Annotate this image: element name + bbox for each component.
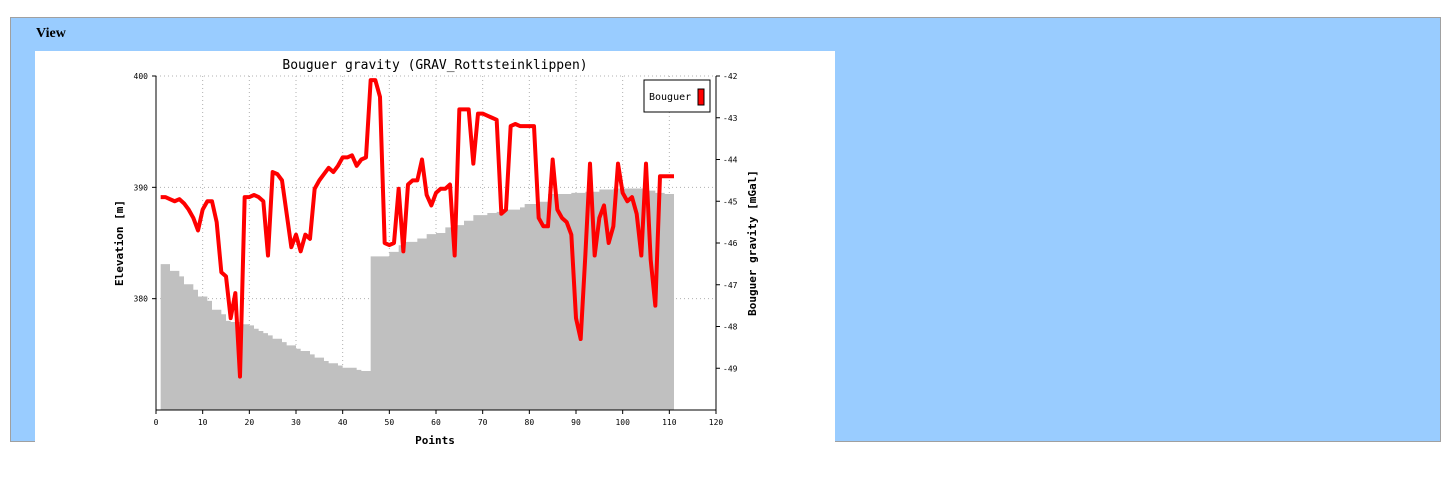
y-right-tick-label: -42 — [723, 72, 738, 81]
y-right-tick-label: -48 — [723, 323, 738, 332]
x-tick-label: 80 — [525, 418, 535, 427]
x-tick-label: 60 — [431, 418, 441, 427]
legend-label: Bouguer — [649, 92, 691, 103]
x-tick-label: 90 — [571, 418, 581, 427]
view-panel: View Bouguer gravity (GRAV_Rottsteinklip… — [10, 17, 1441, 451]
y-right-tick-label: -47 — [723, 281, 738, 290]
y-right-tick-label: -46 — [723, 239, 738, 248]
y-right-tick-label: -49 — [723, 364, 738, 373]
plot-area: 0 10 20 30 40 50 60 70 80 90 100 110 120 380 390 400 -42… — [134, 72, 738, 427]
series-bouguer-line — [160, 78, 674, 379]
legend: Bouguer — [643, 79, 711, 113]
y-right-tick-label: -45 — [723, 197, 738, 206]
y-right-tick-label: -44 — [723, 156, 738, 165]
x-axis-label: Points — [415, 434, 455, 447]
x-tick-label: 0 — [154, 418, 159, 427]
y-left-tick-label: 400 — [134, 72, 149, 81]
x-tick-label: 110 — [662, 418, 677, 427]
x-tick-label: 30 — [291, 418, 301, 427]
y-right-tick-label: -43 — [723, 114, 738, 123]
x-tick-label: 70 — [478, 418, 488, 427]
bouguer-gravity-chart: Bouguer gravity (GRAV_Rottsteinklippen) … — [113, 58, 759, 447]
y-left-tick-label: 380 — [134, 295, 149, 304]
chart-card: Bouguer gravity (GRAV_Rottsteinklippen) … — [35, 51, 835, 451]
series-elevation-area — [160, 188, 675, 410]
x-tick-label: 20 — [245, 418, 255, 427]
x-tick-label: 100 — [615, 418, 630, 427]
y-axis-right-label: Bouguer gravity [mGal] — [746, 170, 759, 316]
legend-swatch — [697, 88, 705, 106]
x-tick-label: 10 — [198, 418, 208, 427]
x-tick-label: 50 — [385, 418, 395, 427]
y-left-tick-label: 390 — [134, 183, 149, 192]
x-tick-label: 120 — [709, 418, 724, 427]
y-axis-left-label: Elevation [m] — [113, 200, 126, 286]
chart-title: Bouguer gravity (GRAV_Rottsteinklippen) — [282, 58, 587, 73]
panel-legend: View — [36, 26, 66, 41]
x-tick-label: 40 — [338, 418, 348, 427]
